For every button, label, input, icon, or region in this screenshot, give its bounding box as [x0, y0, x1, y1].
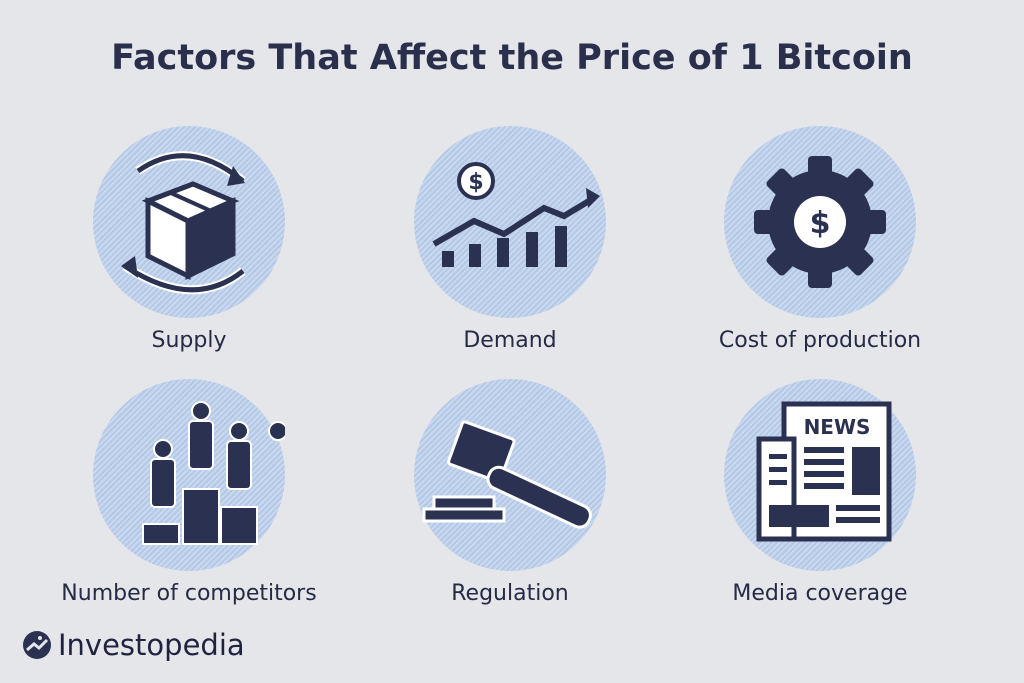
- factor-supply: Supply: [39, 126, 339, 353]
- svg-text:$: $: [810, 206, 831, 241]
- factor-label: Regulation: [451, 581, 569, 606]
- investopedia-logo: Investopedia: [22, 628, 245, 662]
- factor-number-of-competitors: Number of competitors: [39, 379, 339, 606]
- factor-media-coverage: NEWS Media coverage: [670, 379, 970, 606]
- gear-dollar-icon: $: [754, 156, 886, 288]
- factor-label: Number of competitors: [61, 581, 317, 606]
- factor-label: Demand: [463, 328, 557, 353]
- factor-regulation: Regulation: [360, 379, 660, 606]
- podium-people-icon: [142, 401, 285, 545]
- rising-chart-dollar-icon: $: [432, 162, 600, 267]
- factor-label: Cost of production: [718, 328, 922, 353]
- factor-cost-of-production: $ Cost of production: [670, 126, 970, 353]
- newspaper-icon: NEWS: [756, 401, 892, 542]
- investopedia-logo-icon: [23, 631, 51, 659]
- factor-label: Media coverage: [732, 581, 908, 606]
- brand-name: Investopedia: [58, 628, 245, 662]
- svg-text:$: $: [468, 170, 483, 195]
- page-title: Factors That Affect the Price of 1 Bitco…: [111, 38, 913, 78]
- news-heading: NEWS: [804, 415, 871, 439]
- box-cycle-icon: [121, 151, 246, 295]
- factor-label: Supply: [151, 328, 227, 353]
- gavel-icon: [422, 420, 592, 529]
- factor-demand: $ Demand: [360, 126, 660, 353]
